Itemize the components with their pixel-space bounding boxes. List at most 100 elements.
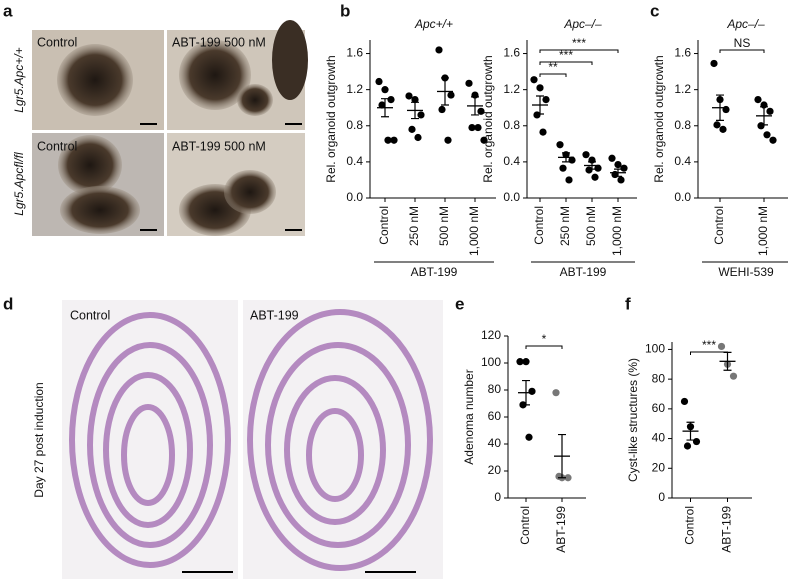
y-tick-label: 0.0 [503,190,520,204]
data-point [417,111,425,119]
significance-bracket [539,61,593,65]
y-tick-label: 100 [481,355,501,369]
side-label: Day 27 post induction [32,382,46,497]
y-axis-label: Rel. organoid outgrowth [324,55,338,182]
y-tick-label: 0 [658,490,665,504]
chart-title: Apc–/– [563,17,602,31]
gut-roll [284,375,386,525]
error-bar [536,95,544,115]
gut-roll [265,342,411,548]
data-point [683,442,692,450]
significance-bracket [525,345,563,349]
significance-label: * [542,332,547,346]
y-tick-label: 80 [652,371,666,385]
x-tick-label: 1,000 nM [467,206,481,256]
gut-roll [121,404,175,506]
significance-label: NS [734,36,751,50]
data-point [559,164,567,172]
group-label: ABT-199 [560,265,607,279]
y-axis-label: Rel. organoid outgrowth [652,55,666,182]
data-point [539,128,547,136]
data-point [480,136,488,144]
data-point [568,156,576,164]
significance-bracket [539,73,567,77]
data-point [408,125,416,133]
y-tick-label: 0 [494,490,501,504]
panel-letter: e [455,294,464,313]
data-point [680,397,689,406]
data-point [474,123,482,132]
data-point [692,437,701,446]
data-point [528,387,536,395]
data-point [757,122,765,130]
organoid [179,40,251,110]
data-point [608,154,616,162]
data-point [617,176,625,184]
error-bar [381,98,389,118]
significance-bracket [539,49,619,53]
data-point [594,164,602,172]
y-axis-label: Cyst-like structures (%) [626,358,640,482]
data-point [516,358,524,366]
panel-letter: c [650,1,659,20]
y-tick-label: 120 [481,328,501,342]
organoid [272,20,308,100]
organoid [57,44,133,116]
y-axis-label: Adenoma number [462,369,476,464]
organoid [224,170,276,214]
data-point [565,176,573,184]
data-point [564,474,572,482]
data-point [468,123,476,132]
gut-roll [306,408,364,502]
x-tick-label: 500 nM [437,206,451,246]
gut-roll [247,309,433,571]
y-tick-label: 1.6 [346,46,363,60]
x-tick-label: Control [532,206,546,245]
panel-letter: f [625,294,631,313]
organoid [237,84,273,116]
data-point [411,95,419,104]
x-tick-label: 250 nM [407,206,421,246]
error-bar [614,168,622,177]
data-point [536,84,544,92]
gut-roll [103,372,193,528]
tile-label: Control [37,35,77,49]
y-tick-label: 1.6 [503,46,520,60]
data-point [533,111,541,119]
error-bar [411,101,419,120]
y-tick-label: 40 [488,436,502,450]
x-tick-label: 250 nM [558,206,572,246]
data-point [614,160,622,169]
data-point [766,107,774,115]
organoid [60,186,140,234]
group-label: ABT-199 [411,265,458,279]
data-point [435,46,443,54]
error-bar [471,96,479,116]
x-tick-label: Control [683,506,697,545]
tile-label: ABT-199 [250,308,299,322]
tile-label: ABT-199 500 nM [172,35,266,49]
row-label: Lgr5.Apc+/+ [12,47,26,112]
panel-letter: d [3,294,13,313]
y-tick-label: 0.4 [674,154,691,168]
y-tick-label: 100 [645,342,665,356]
histology [62,300,443,579]
y-tick-label: 1.2 [346,82,363,96]
data-point [444,136,452,144]
error-bar [686,421,695,441]
y-tick-label: 1.2 [674,82,691,96]
data-point [465,79,473,87]
x-tick-label: 1,000 nM [756,206,770,256]
data-point [585,166,593,174]
y-tick-label: 0.0 [346,190,363,204]
y-tick-label: 0.0 [674,190,691,204]
data-point [477,107,485,115]
error-bar [760,106,768,126]
y-tick-label: 0.8 [503,118,520,132]
data-point [722,105,730,114]
data-point [375,77,383,86]
data-point [414,133,422,142]
data-point [710,59,718,68]
data-point [378,101,386,109]
data-point [387,95,395,104]
